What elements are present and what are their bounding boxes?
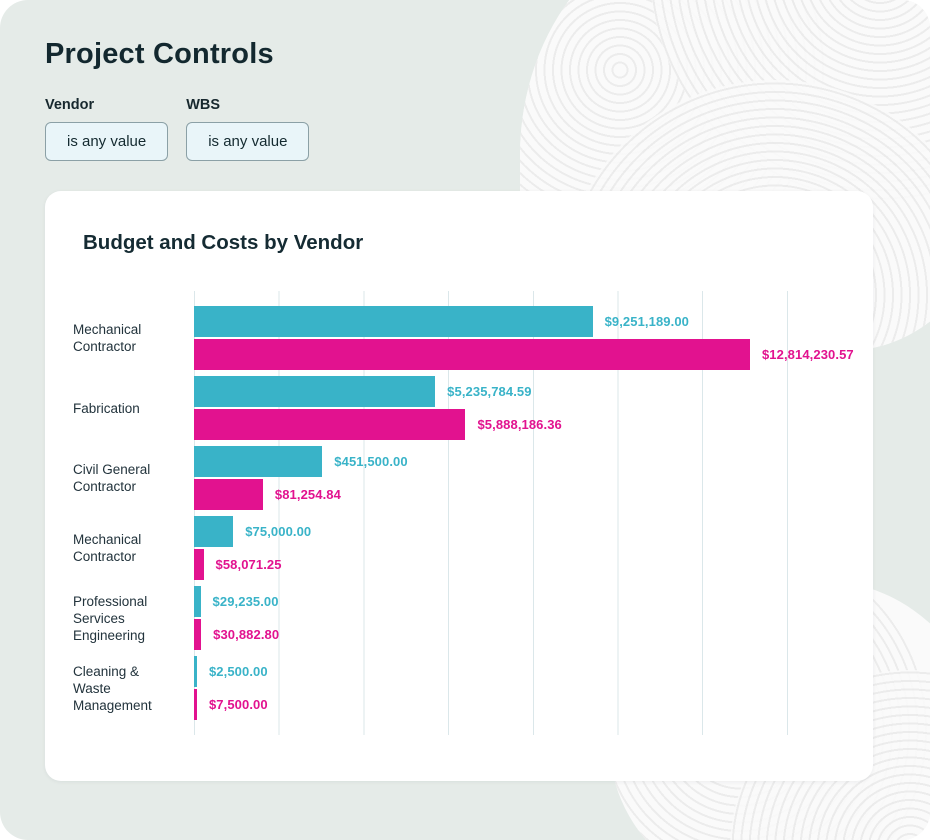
bar-pair: $2,500.00 $7,500.00 [194,656,788,720]
bar-line-teal: $2,500.00 [194,656,788,687]
chart-row: Civil General Contractor $451,500.00 $81,2… [73,446,788,510]
bar-pair: $451,500.00 $81,254.84 [194,446,788,510]
bar-value-label: $58,071.25 [215,557,282,572]
category-label: Cleaning & Waste Management [73,663,152,713]
bar-line-pink: $30,882.80 [194,619,788,650]
filter-group-wbs: WBS is any value [186,97,310,161]
vendor-filter-label: Vendor [45,97,95,113]
bar-pair: $75,000.00 $58,071.25 [194,516,788,580]
category-label: Civil General Contractor [73,462,151,494]
bar-pair: $9,251,189.00 $12,814,230.57 [194,306,854,370]
filter-group-vendor: Vendor is any value [45,97,169,161]
chart-row: Mechanical Contractor $9,251,189.00 $12,81… [73,306,854,370]
bar-pink[interactable] [194,549,204,580]
bar-value-label: $451,500.00 [334,454,408,469]
chart-row: Cleaning & Waste Management $2,500.00 $7,5… [73,656,788,720]
chart-row: Professional Services Engineering $29,235… [73,586,788,650]
chart-title: Budget and Costs by Vendor [83,231,364,254]
category-label: Fabrication [73,400,140,416]
budget-costs-bar-chart: Mechanical Contractor $9,251,189.00 $12,81… [73,291,854,735]
wbs-filter-label: WBS [186,97,221,113]
category-label: Professional Services Engineering [73,593,148,643]
bar-line-teal: $75,000.00 [194,516,788,547]
bar-value-label: $81,254.84 [274,487,341,502]
bar-pink[interactable] [194,339,750,370]
bar-value-label: $5,235,784.59 [447,384,532,399]
bar-teal[interactable] [194,656,197,687]
filter-bar: Vendor is any value WBS is any value [45,97,885,161]
chart-row: Fabrication $5,235,784.59 $5,888,186.36 [73,376,788,440]
vendor-filter-button[interactable]: is any value [45,122,169,161]
bar-line-teal: $29,235.00 [194,586,788,617]
wbs-filter-button[interactable]: is any value [186,122,310,161]
bar-value-label: $29,235.00 [212,594,279,609]
bar-value-label: $12,814,230.57 [761,347,854,362]
bar-pink[interactable] [194,409,466,440]
bar-teal[interactable] [194,376,436,407]
chart-plot-area: Mechanical Contractor $9,251,189.00 $12,81… [73,291,854,735]
bar-line-pink: $12,814,230.57 [194,339,854,370]
bar-teal[interactable] [194,586,201,617]
category-label: Mechanical Contractor [73,532,142,564]
bar-pair: $5,235,784.59 $5,888,186.36 [194,376,788,440]
category-label: Mechanical Contractor [73,322,142,354]
bar-pink[interactable] [194,479,263,510]
bar-teal[interactable] [194,306,593,337]
bar-line-pink: $58,071.25 [194,549,788,580]
chart-card: Budget and Costs by Vendor Mechanical Co… [45,191,873,781]
bar-line-teal: $9,251,189.00 [194,306,788,337]
bar-value-label: $9,251,189.00 [604,314,689,329]
bar-value-label: $2,500.00 [208,664,268,679]
bar-pink[interactable] [194,689,197,720]
bar-value-label: $7,500.00 [208,697,268,712]
bar-line-pink: $81,254.84 [194,479,788,510]
bar-teal[interactable] [194,516,234,547]
bar-teal[interactable] [194,446,323,477]
bar-line-teal: $5,235,784.59 [194,376,788,407]
bar-value-label: $75,000.00 [245,524,312,539]
bar-value-label: $5,888,186.36 [477,417,562,432]
bar-pair: $29,235.00 $30,882.80 [194,586,788,650]
bar-line-pink: $5,888,186.36 [194,409,788,440]
page-header: Project Controls Vendor is any value WBS… [0,0,930,161]
bar-line-pink: $7,500.00 [194,689,788,720]
bar-line-teal: $451,500.00 [194,446,788,477]
bar-value-label: $30,882.80 [213,627,280,642]
chart-row: Mechanical Contractor $75,000.00 $58,071.2… [73,516,788,580]
bar-pink[interactable] [194,619,202,650]
page-title: Project Controls [45,38,274,70]
